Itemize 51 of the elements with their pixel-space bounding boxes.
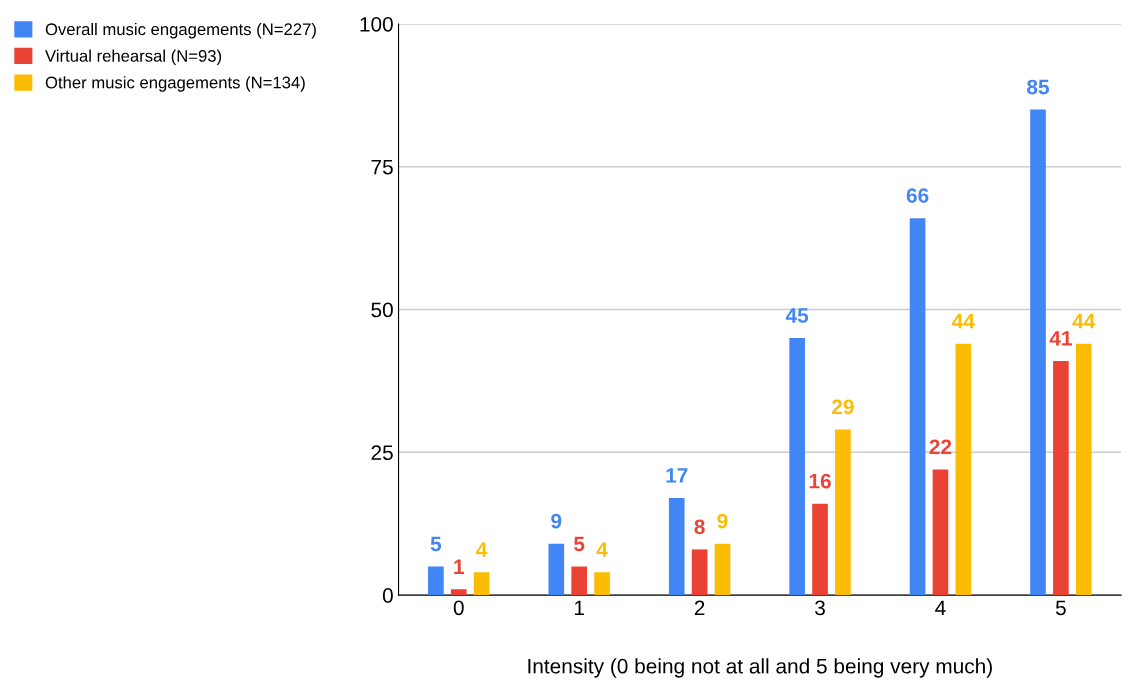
x-tick-label: 0 <box>453 600 464 616</box>
data-label: 22 <box>929 439 952 454</box>
x-tick-label: 4 <box>935 600 946 616</box>
data-label: 85 <box>1027 79 1050 95</box>
x-tick-label: 2 <box>694 600 705 616</box>
data-label: 17 <box>666 468 688 483</box>
x-tick-label: 5 <box>1055 600 1066 616</box>
legend-label: Overall music engagements (N=227) <box>45 22 316 39</box>
bar <box>594 572 610 596</box>
data-label: 44 <box>952 314 975 329</box>
bar <box>1030 109 1046 596</box>
bar <box>473 572 490 596</box>
data-label: 44 <box>1072 314 1096 329</box>
bar <box>548 543 565 596</box>
bar <box>428 566 444 596</box>
bar <box>835 429 851 596</box>
bar <box>714 543 731 596</box>
data-label: 1 <box>454 559 464 574</box>
data-label: 9 <box>717 513 728 529</box>
bar <box>1053 360 1069 596</box>
x-axis-title: Intensity (0 being not at all and 5 being very much) <box>528 658 992 678</box>
data-label: 66 <box>906 188 929 203</box>
y-tick-label: 100 <box>360 16 393 32</box>
y-tick-label: 0 <box>382 588 393 603</box>
x-tick-label: 1 <box>574 600 584 616</box>
legend-label: Virtual rehearsal (N=93) <box>45 49 222 66</box>
bar <box>1075 343 1092 596</box>
data-label: 4 <box>476 542 488 557</box>
y-tick-label: 25 <box>371 445 393 461</box>
bar <box>932 469 949 596</box>
bar <box>812 503 828 596</box>
data-label: 41 <box>1049 331 1072 346</box>
bar <box>691 549 708 596</box>
data-label: 4 <box>596 542 608 557</box>
y-tick-label: 50 <box>371 302 393 318</box>
bar <box>955 343 972 596</box>
data-label: 8 <box>694 519 705 535</box>
data-label: 45 <box>785 308 809 323</box>
data-label: 29 <box>832 399 854 415</box>
bar <box>571 566 587 596</box>
data-label: 5 <box>430 536 442 552</box>
bar <box>668 497 685 596</box>
data-label: 5 <box>574 536 585 552</box>
x-tick-label: 3 <box>815 600 825 616</box>
data-label: 9 <box>551 513 562 529</box>
legend-label: Other music engagements (N=134) <box>45 76 305 92</box>
bar <box>909 218 926 596</box>
y-tick-label: 75 <box>371 159 393 175</box>
bar <box>450 589 467 596</box>
bar <box>789 338 805 596</box>
data-label: 16 <box>809 473 831 489</box>
